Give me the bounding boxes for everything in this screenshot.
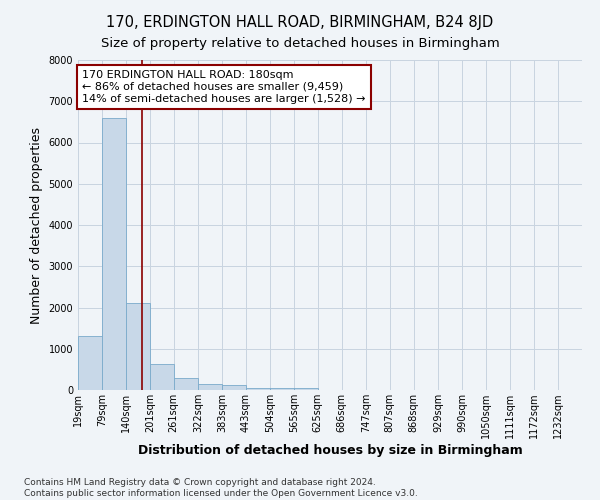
Bar <box>150 364 174 390</box>
Text: Contains HM Land Registry data © Crown copyright and database right 2024.
Contai: Contains HM Land Registry data © Crown c… <box>24 478 418 498</box>
Bar <box>78 336 102 390</box>
Text: 170 ERDINGTON HALL ROAD: 180sqm
← 86% of detached houses are smaller (9,459)
14%: 170 ERDINGTON HALL ROAD: 180sqm ← 86% of… <box>82 70 366 104</box>
Bar <box>198 384 222 390</box>
Bar <box>174 378 198 390</box>
Bar <box>270 388 294 390</box>
X-axis label: Distribution of detached houses by size in Birmingham: Distribution of detached houses by size … <box>137 444 523 457</box>
Bar <box>102 118 126 390</box>
Text: 170, ERDINGTON HALL ROAD, BIRMINGHAM, B24 8JD: 170, ERDINGTON HALL ROAD, BIRMINGHAM, B2… <box>106 15 494 30</box>
Text: Size of property relative to detached houses in Birmingham: Size of property relative to detached ho… <box>101 38 499 51</box>
Bar <box>222 386 246 390</box>
Bar <box>126 304 150 390</box>
Y-axis label: Number of detached properties: Number of detached properties <box>30 126 43 324</box>
Bar <box>294 388 318 390</box>
Bar <box>246 388 270 390</box>
